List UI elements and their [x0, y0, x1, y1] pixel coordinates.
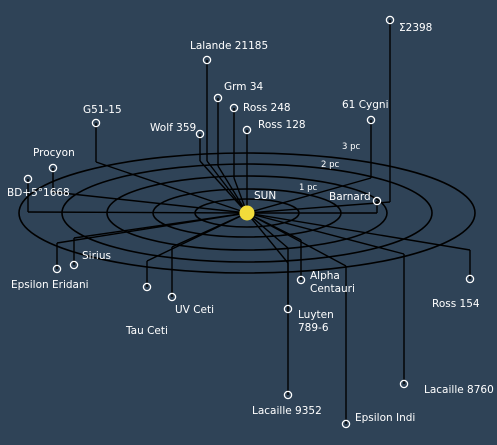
drop-lines [27, 20, 471, 424]
star-marker-barnard [372, 196, 382, 206]
star-marker-61-cygni [366, 115, 376, 125]
star-label-alpha-centauri: Alpha Centauri [310, 270, 355, 295]
sun-label: SUN [254, 190, 276, 202]
star-label-sirius: Sirius [82, 250, 111, 262]
star-label-grm-34: Grm 34 [224, 81, 264, 93]
star-label-ross-154: Ross 154 [432, 298, 480, 310]
star-label-ross-248: Ross 248 [243, 102, 291, 114]
spoke-tau-ceti [146, 212, 248, 262]
spoke-epsilon-eridani [56, 212, 248, 244]
star-label-epsilon-eridani: Epsilon Eridani [11, 279, 89, 291]
star-label-tau-ceti: Tau Ceti [125, 325, 168, 337]
star-label-wolf-359: Wolf 359 [150, 122, 196, 134]
star-label-luyten-789-6: Luyten 789-6 [298, 309, 334, 334]
star-marker-ross-128 [242, 125, 252, 135]
star-label-g51-15: G51-15 [83, 104, 122, 116]
stars: Σ2398 Lalande 21185 Grm 34 Ross 248 G51-15 61… [7, 15, 494, 429]
ring-label: 1 pc [299, 183, 318, 193]
star-label-epsilon-indi: Epsilon Indi [355, 412, 415, 424]
star-marker-g51-15 [91, 118, 101, 128]
ring-labels: 1 pc 2 pc3 pc [299, 142, 361, 193]
spoke-bd-5-1668 [27, 211, 248, 214]
star-marker-epsilon-eridani [52, 264, 62, 274]
spoke-procyon [52, 191, 248, 214]
star-label-barnard: Barnard [329, 191, 371, 203]
star-label-lalande-21185: Lalande 21185 [190, 40, 268, 52]
spoke-lacaille-9352 [246, 212, 289, 264]
star-marker-tau-ceti [142, 282, 152, 292]
star-marker-uv-ceti [167, 292, 177, 302]
star-label-lacaille-9352: Lacaille 9352 [252, 405, 322, 417]
star-marker-bd-5-1668 [23, 174, 33, 184]
star-marker-procyon [48, 163, 58, 173]
star-marker-lalande-21185 [202, 55, 212, 65]
star-marker-ross-248 [229, 103, 239, 113]
ring-label: 3 pc [342, 142, 361, 152]
star-marker-lacaille-9352 [283, 390, 293, 400]
star-marker-luyten-789-6 [283, 304, 293, 314]
spoke-lalande-21185 [206, 160, 248, 214]
star-marker-lacaille-8760 [399, 379, 409, 389]
star-label-lacaille-8760: Lacaille 8760 [424, 384, 494, 396]
star-marker-alpha-centauri [296, 275, 306, 285]
spoke-g51-15 [95, 161, 248, 214]
spoke-wolf-359 [199, 160, 248, 214]
star-label-procyon: Procyon [33, 147, 75, 159]
spoke-61-cygni [246, 177, 372, 214]
star-marker-wolf-359 [195, 129, 205, 139]
spokes [27, 160, 471, 267]
star-marker-epsilon-indi [341, 419, 351, 429]
spoke-grm-34 [217, 165, 248, 214]
spoke-epsilon-indi [246, 212, 347, 267]
star-label-61-cygni: 61 Cygni [342, 99, 388, 111]
star-marker-grm-34 [213, 93, 223, 103]
star-label-ross-128: Ross 128 [258, 119, 306, 131]
spoke-luyten-789-6 [246, 212, 289, 249]
star-label-uv-ceti: UV Ceti [175, 304, 214, 316]
star-label-sigma-2398: Σ2398 [399, 22, 432, 34]
star-marker-ross-154 [465, 274, 475, 284]
sun-marker [239, 205, 255, 221]
spoke-ross-154 [246, 212, 471, 251]
star-label-bd-5-1668: BD+5°1668 [7, 187, 70, 199]
ring-label: 2 pc [321, 160, 340, 170]
spoke-lacaille-8760 [246, 212, 405, 255]
star-marker-sirius [69, 260, 79, 270]
spoke-sigma-2398 [246, 201, 391, 214]
star-marker-sigma-2398 [385, 15, 395, 25]
